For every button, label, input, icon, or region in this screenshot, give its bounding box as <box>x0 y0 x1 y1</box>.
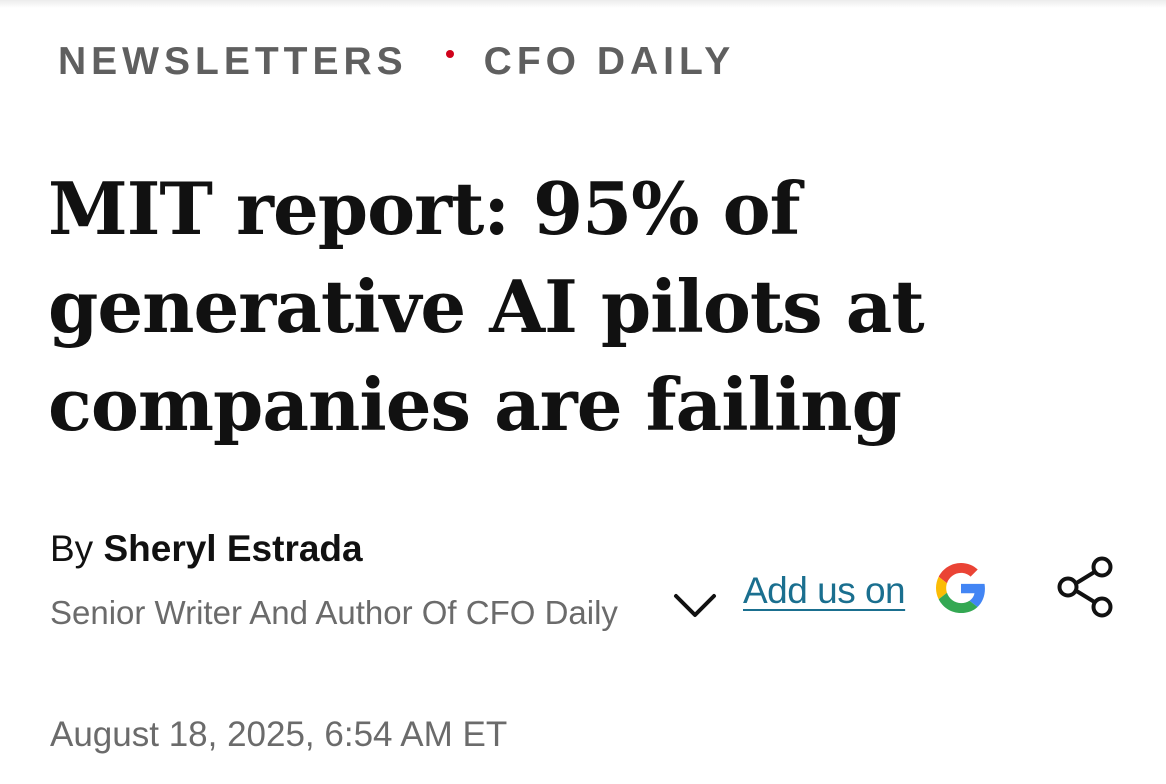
byline-prefix: By <box>50 528 94 569</box>
publish-date: August 18, 2025, 6:54 AM ET <box>50 715 508 754</box>
share-icon[interactable] <box>1054 554 1118 620</box>
google-g-icon[interactable] <box>936 563 986 613</box>
breadcrumb-cfo-daily[interactable]: CFO DAILY <box>483 40 736 83</box>
author-title: Senior Writer And Author Of CFO Daily <box>50 594 618 631</box>
breadcrumb-separator-dot <box>445 50 454 58</box>
byline: By Sheryl Estrada <box>50 527 363 571</box>
breadcrumb-newsletters[interactable]: NEWSLETTERS <box>58 40 408 83</box>
chevron-down-icon[interactable] <box>670 585 720 625</box>
add-us-on-label: Add us on <box>743 570 906 611</box>
top-shade <box>0 0 1166 8</box>
author-name-link[interactable]: Sheryl Estrada <box>103 528 363 569</box>
add-us-on-google-link[interactable]: Add us on <box>743 566 906 616</box>
breadcrumb: NEWSLETTERS CFO DAILY <box>58 38 735 86</box>
article-headline: MIT report: 95% of generative AI pilots … <box>48 166 925 447</box>
